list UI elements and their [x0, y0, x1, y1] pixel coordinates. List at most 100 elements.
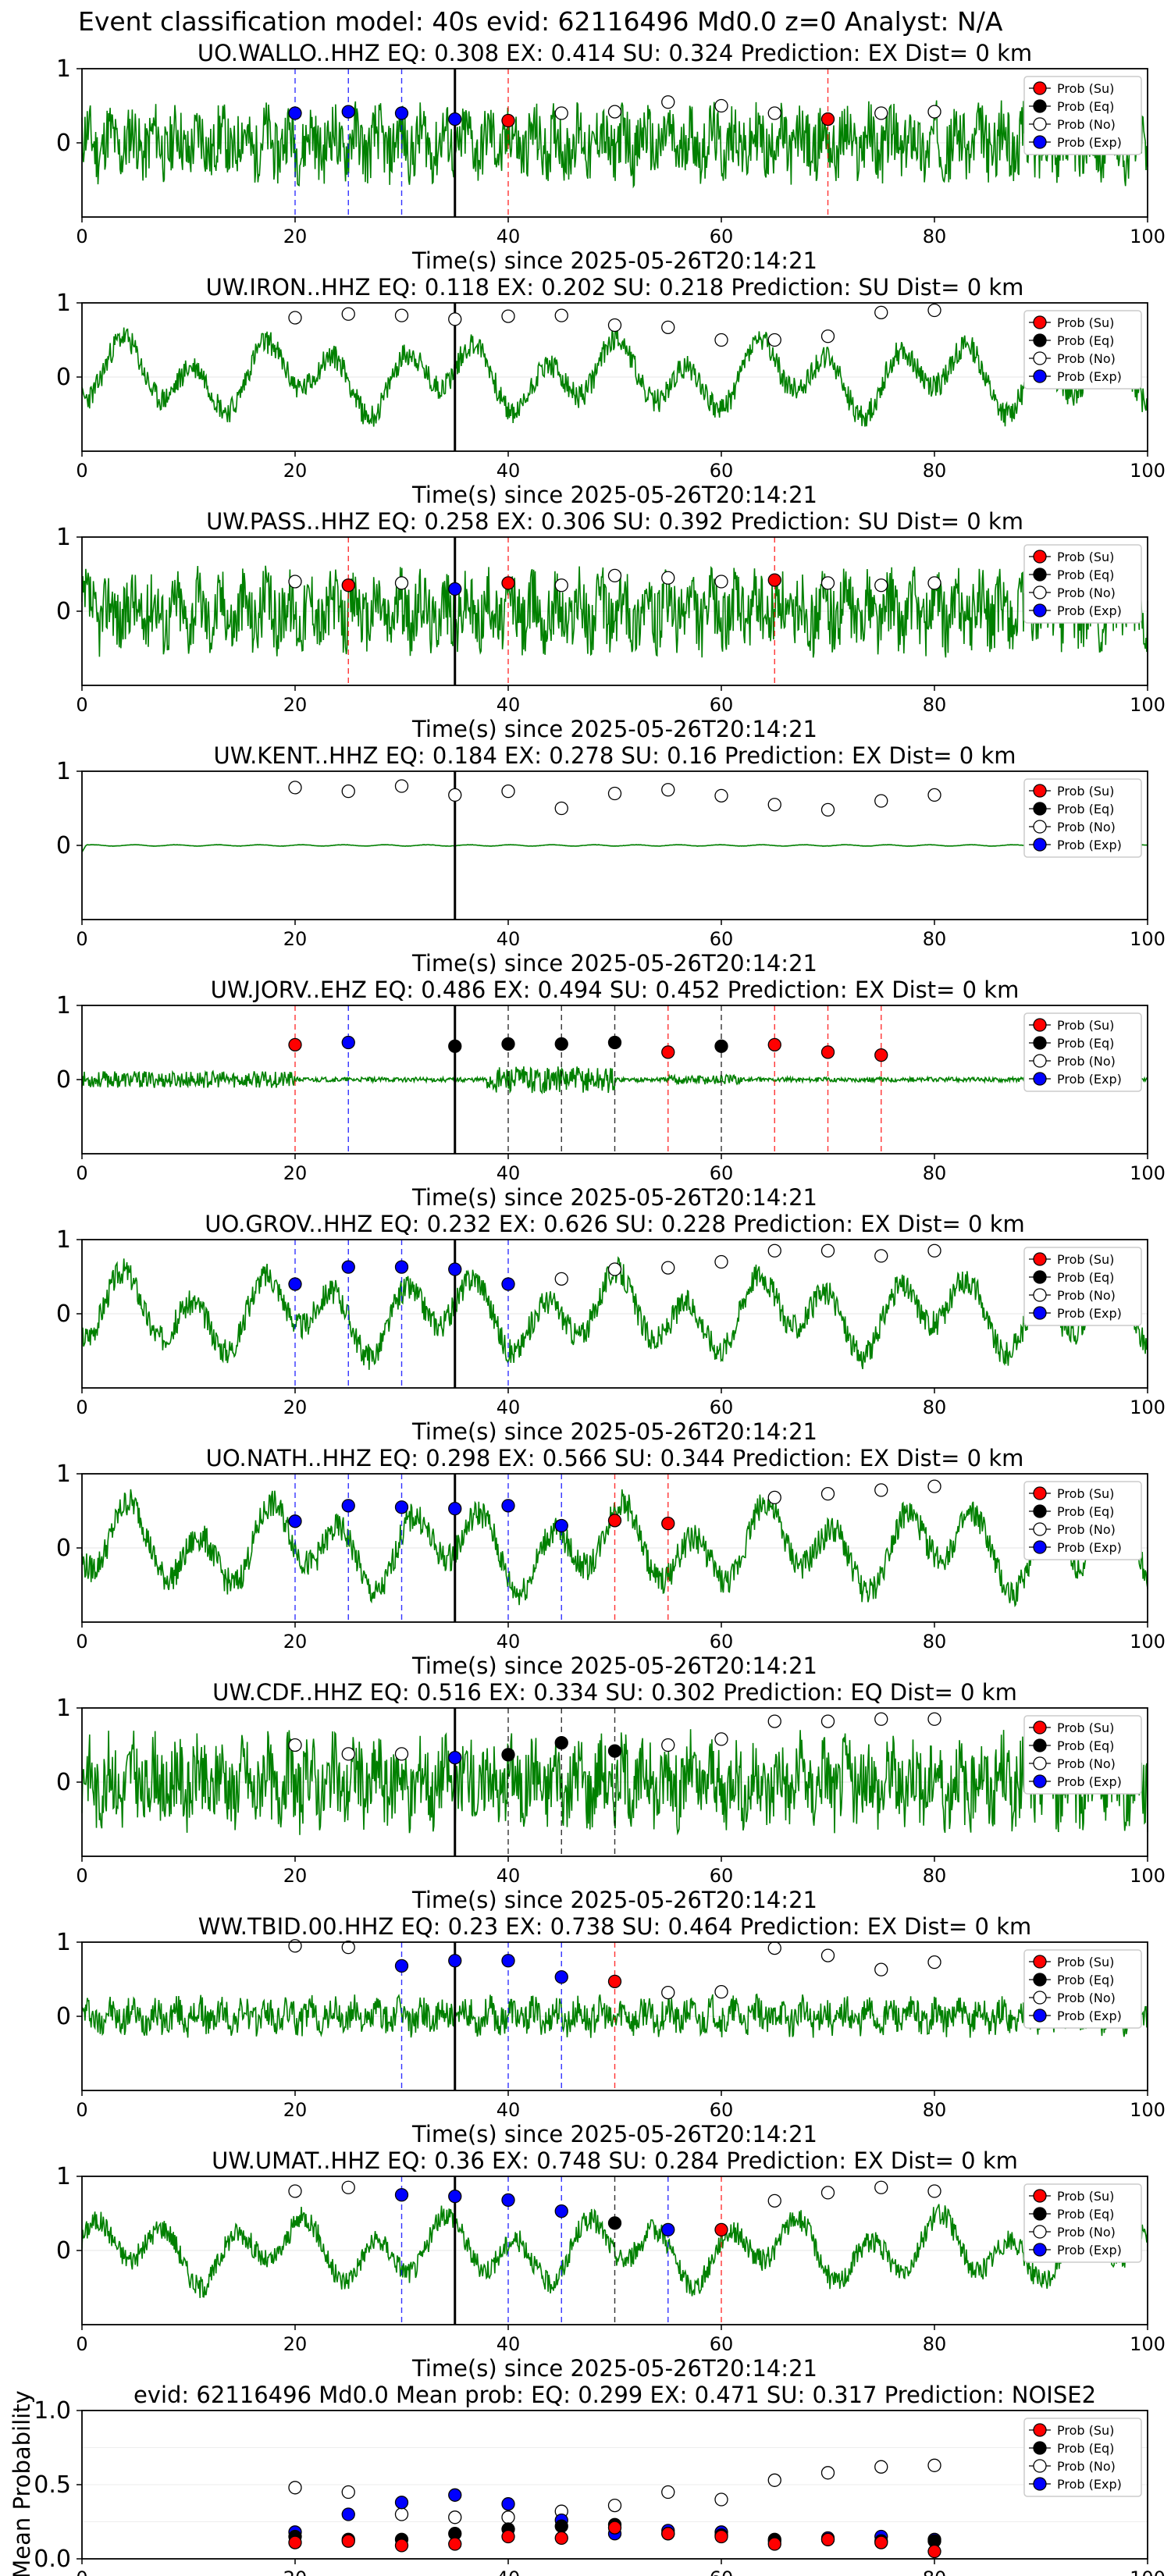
y-tick-label: 0 — [56, 1300, 71, 1328]
legend-marker — [1033, 1540, 1047, 1554]
legend-label: Prob (Su) — [1057, 1720, 1114, 1735]
prob-marker — [554, 1037, 568, 1051]
legend-marker — [1033, 117, 1047, 131]
prob-marker — [927, 788, 941, 802]
panel-title: UW.JORV..EHZ EQ: 0.486 EX: 0.494 SU: 0.4… — [211, 977, 1020, 1003]
x-tick-label: 0 — [76, 2333, 87, 2355]
legend-marker — [1033, 2225, 1047, 2239]
prob-marker — [927, 1244, 941, 1258]
prob-marker — [714, 98, 728, 113]
x-axis-label: Time(s) since 2025-05-26T20:14:21 — [411, 1887, 817, 1913]
legend-label: Prob (No) — [1057, 2225, 1116, 2240]
prob-marker — [394, 106, 409, 120]
prob-marker — [501, 1954, 515, 1968]
mean-prob-marker — [448, 2510, 462, 2524]
x-tick-label: 80 — [923, 1162, 947, 1184]
prob-marker — [874, 578, 888, 592]
x-tick-label: 40 — [497, 226, 521, 247]
x-tick-label: 100 — [1130, 1397, 1166, 1418]
mean-prob-marker — [341, 2485, 355, 2500]
mean-prob-marker — [394, 2507, 409, 2521]
y-axis-label: Mean Probability — [9, 2390, 35, 2576]
mean-prob-marker — [554, 2531, 568, 2546]
prob-marker — [820, 329, 835, 343]
legend-label: Prob (No) — [1057, 585, 1116, 600]
x-tick-label: 40 — [497, 1865, 521, 1887]
legend-label: Prob (Su) — [1057, 1018, 1114, 1033]
y-tick-label: 0 — [56, 1769, 71, 1796]
x-tick-label: 0 — [76, 1162, 87, 1184]
prob-marker — [661, 2222, 675, 2237]
legend-marker — [1033, 1738, 1047, 1752]
prob-marker — [554, 1518, 568, 1533]
x-tick-label: 80 — [923, 2099, 947, 2121]
mean-prob-marker — [927, 2458, 941, 2472]
prob-marker — [927, 1479, 941, 1493]
x-tick-label: 0 — [76, 226, 87, 247]
prob-marker — [714, 1254, 728, 1269]
legend-label: Prob (Exp) — [1057, 603, 1122, 618]
prob-marker — [501, 2193, 515, 2208]
x-tick-label: 100 — [1130, 1162, 1166, 1184]
y-tick-label: 0 — [56, 832, 71, 859]
y-tick-label: 1 — [56, 2163, 71, 2190]
legend-label: Prob (Su) — [1057, 81, 1114, 96]
prob-marker — [501, 1037, 515, 1051]
legend-label: Prob (Su) — [1057, 1252, 1114, 1267]
prob-marker — [714, 1984, 728, 1999]
mean-prob-marker — [607, 2498, 622, 2513]
legend-box — [1023, 76, 1142, 155]
legend-label: Prob (Su) — [1057, 2423, 1114, 2438]
prob-marker — [767, 333, 781, 347]
legend-box — [1023, 778, 1142, 858]
y-tick-label: 0 — [56, 1535, 71, 1562]
x-tick-label: 100 — [1130, 1865, 1166, 1887]
prob-marker — [661, 1985, 675, 2000]
prob-marker — [607, 1262, 622, 1276]
legend-label: Prob (Eq) — [1057, 99, 1114, 114]
x-tick-label: 60 — [710, 460, 734, 482]
x-tick-label: 0 — [76, 1865, 87, 1887]
x-tick-label: 40 — [497, 1162, 521, 1184]
legend-box — [1023, 1012, 1142, 1092]
legend-marker — [1033, 838, 1047, 852]
waveform-trace — [81, 326, 1148, 427]
chart-panel-0: UO.WALLO..HHZ EQ: 0.308 EX: 0.414 SU: 0.… — [56, 40, 1166, 274]
legend-label: Prob (Su) — [1057, 1955, 1114, 1969]
legend-label: Prob (No) — [1057, 1522, 1116, 1537]
prob-marker — [341, 1035, 355, 1050]
x-tick-label: 0 — [76, 2099, 87, 2121]
y-tick-label: 1 — [56, 1929, 71, 1956]
prob-marker — [874, 794, 888, 808]
legend-label: Prob (Eq) — [1057, 1504, 1114, 1519]
legend-marker — [1033, 585, 1047, 600]
x-tick-label: 20 — [283, 1865, 308, 1887]
legend-label: Prob (No) — [1057, 1288, 1116, 1303]
x-tick-label: 20 — [283, 460, 308, 482]
prob-marker — [288, 311, 302, 325]
chart-panel-8: WW.TBID.00.HHZ EQ: 0.23 EX: 0.738 SU: 0.… — [56, 1913, 1166, 2147]
prob-marker — [767, 2194, 781, 2208]
legend-marker — [1033, 2423, 1047, 2437]
x-tick-label: 0 — [76, 928, 87, 950]
prob-marker — [874, 1249, 888, 1263]
mean-prob-marker — [501, 2529, 515, 2544]
prob-marker — [448, 1039, 462, 1053]
mean-prob-marker — [767, 2473, 781, 2487]
prob-marker — [554, 801, 568, 816]
prob-marker — [661, 1045, 675, 1059]
prob-marker — [501, 785, 515, 799]
waveform-trace — [81, 844, 1148, 852]
prob-marker — [448, 1750, 462, 1765]
y-tick-label: 0.0 — [34, 2546, 71, 2573]
prob-marker — [341, 1940, 355, 1955]
x-axis-label: Time(s) since 2025-05-26T20:14:21 — [411, 2355, 817, 2382]
legend-marker — [1033, 1955, 1047, 1969]
legend-marker — [1033, 1054, 1047, 1068]
legend-marker — [1033, 2207, 1047, 2221]
prob-marker — [820, 1244, 835, 1258]
legend-label: Prob (No) — [1057, 117, 1116, 132]
prob-marker — [874, 1962, 888, 1976]
legend-marker — [1033, 2441, 1047, 2455]
prob-marker — [820, 1948, 835, 1962]
